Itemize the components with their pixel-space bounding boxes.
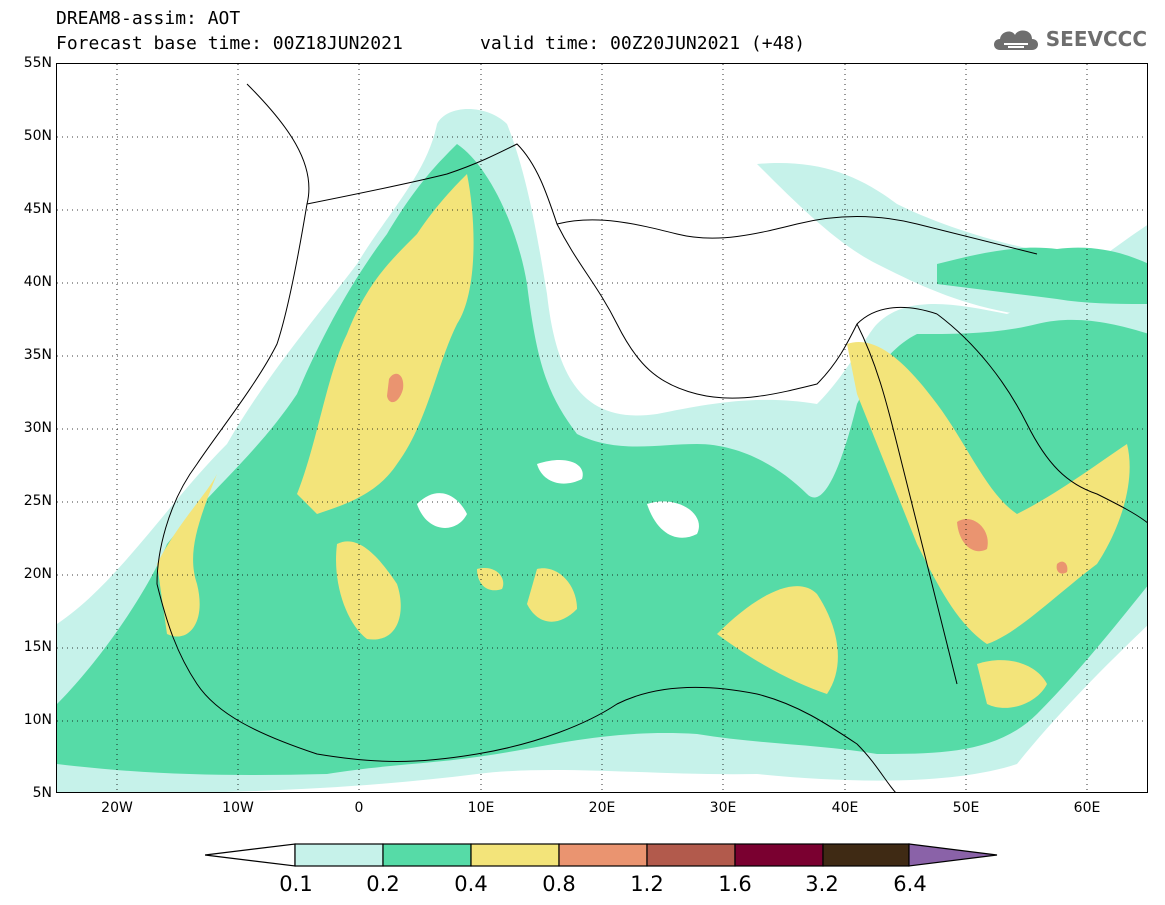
colorbar-label: 3.2 [805,872,839,896]
lon-label-20w: 20W [101,800,133,816]
base-time-label: Forecast base time: 00Z18JUN2021 [56,33,403,54]
map-area[interactable] [56,63,1148,793]
lat-label-55n: 55N [23,55,52,71]
aot-field [57,64,1147,792]
lon-label-40e: 40E [831,800,859,816]
lon-label-10w: 10W [222,800,254,816]
colorbar-bin-0-8 [558,843,648,867]
colorbar-bin-0-1 [294,843,384,867]
lat-label-40n: 40N [23,274,52,290]
colorbar-label: 0.8 [542,872,576,896]
colorbar-bin-3-2 [822,843,910,867]
colorbar [205,843,998,867]
lon-label-60e: 60E [1073,800,1101,816]
title-line: DREAM8-assim: AOT [56,8,241,29]
cloud-icon [993,30,1038,50]
colorbar-bin-0-4 [470,843,560,867]
lat-label-10n: 10N [23,712,52,728]
seevccc-logo: SEEVCCC [990,24,1147,54]
lat-label-15n: 15N [23,639,52,655]
lat-label-50n: 50N [23,128,52,144]
colorbar-label: 0.4 [454,872,488,896]
lon-label-10e: 10E [467,800,495,816]
lat-label-30n: 30N [23,420,52,436]
colorbar-bin-0-2 [382,843,472,867]
lon-label-0: 0 [354,800,364,816]
colorbar-label: 6.4 [893,872,927,896]
colorbar-high-triangle [908,843,998,867]
lat-label-45n: 45N [23,201,52,217]
lat-label-5n: 5N [32,785,52,801]
aot-band-0-8 [387,373,1068,574]
colorbar-bin-1-2 [646,843,736,867]
coastlines [156,83,1147,792]
logo-text: SEEVCCC [1045,27,1147,51]
colorbar-bin-1-6 [734,843,824,867]
lon-label-20e: 20E [588,800,616,816]
graticule [57,64,1147,792]
valid-time-label: valid time: 00Z20JUN2021 (+48) [480,33,806,54]
colorbar-label: 1.6 [718,872,752,896]
lon-label-30e: 30E [709,800,737,816]
colorbar-label: 0.1 [279,872,313,896]
lat-label-20n: 20N [23,566,52,582]
lat-label-35n: 35N [23,347,52,363]
lat-label-25n: 25N [23,493,52,509]
colorbar-low-triangle [205,843,296,867]
colorbar-label: 0.2 [366,872,400,896]
colorbar-label: 1.2 [630,872,664,896]
lon-label-50e: 50E [952,800,980,816]
